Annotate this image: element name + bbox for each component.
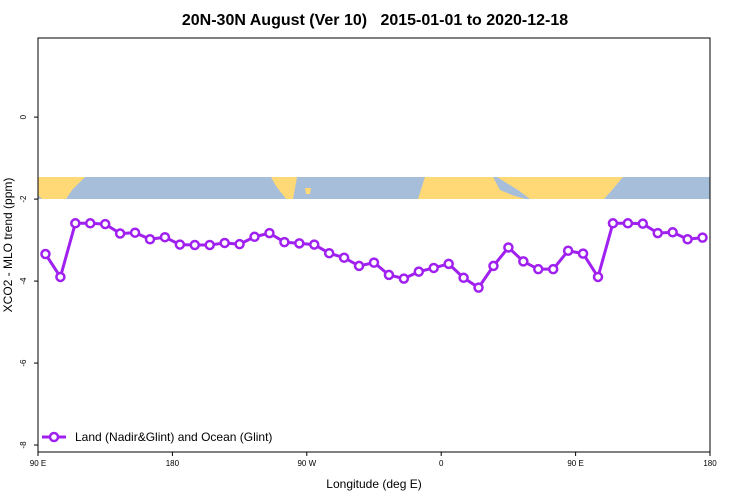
data-point	[398, 273, 410, 284]
data-point	[488, 260, 499, 272]
data-point	[99, 218, 111, 230]
data-point	[85, 218, 96, 229]
chart-title: 20N-30N August (Ver 10) 2015-01-01 to 20…	[182, 12, 568, 29]
data-point	[547, 263, 559, 275]
data-point	[204, 239, 215, 251]
data-point	[607, 218, 619, 229]
data-point	[294, 238, 305, 249]
data-point	[637, 218, 649, 229]
data-point	[383, 269, 395, 281]
x-tick-label: 90 W	[297, 459, 316, 468]
y-tick-label: -2	[19, 195, 28, 203]
series-layer	[40, 218, 708, 293]
data-point	[577, 248, 589, 259]
data-point	[682, 234, 693, 245]
x-tick-label: 90 E	[567, 459, 583, 468]
x-axis: 90 E 180 90 W 0 90 E 180	[30, 452, 717, 468]
legend: Land (Nadir&Glint) and Ocean (Glint)	[42, 430, 272, 444]
data-point	[40, 248, 51, 260]
data-point	[353, 260, 365, 272]
data-point	[503, 242, 514, 253]
data-point	[338, 252, 350, 263]
land-shape	[418, 177, 525, 199]
data-point	[279, 236, 290, 248]
data-point	[473, 282, 484, 293]
data-point	[652, 227, 663, 239]
data-point	[458, 272, 469, 284]
data-point	[264, 227, 275, 239]
land-shape	[497, 177, 623, 199]
data-point	[70, 218, 81, 229]
data-point	[309, 239, 320, 250]
plot-frame	[37, 37, 711, 453]
data-point	[443, 258, 454, 270]
data-point	[55, 271, 66, 283]
land-shape	[271, 177, 297, 199]
data-point	[249, 231, 260, 243]
y-tick-label: 0	[19, 114, 28, 119]
data-point	[368, 257, 380, 268]
data-point	[592, 271, 604, 283]
data-point	[518, 256, 529, 267]
world-map-strip	[38, 177, 710, 199]
data-point	[413, 266, 425, 277]
data-point	[533, 263, 544, 275]
land-shape	[38, 177, 85, 199]
x-tick-label: 0	[439, 459, 444, 468]
data-point	[114, 228, 126, 239]
data-point	[697, 232, 708, 243]
y-tick-label: -8	[19, 441, 28, 449]
data-point	[219, 237, 230, 249]
data-point	[622, 218, 634, 229]
x-axis-label: Longitude (deg E)	[326, 477, 421, 491]
land-shape	[305, 188, 311, 194]
x-tick-label: 90 E	[30, 459, 46, 468]
data-point	[428, 262, 439, 274]
data-point	[323, 247, 335, 259]
legend-label: Land (Nadir&Glint) and Ocean (Glint)	[75, 430, 272, 444]
data-point	[667, 227, 678, 238]
y-tick-label: -4	[19, 277, 28, 285]
legend-marker	[48, 431, 60, 443]
data-point	[159, 231, 171, 243]
series-line	[44, 221, 703, 290]
x-tick-label: 180	[166, 459, 180, 468]
y-axis-label: XCO2 - MLO trend (ppm)	[1, 178, 15, 313]
data-point	[144, 234, 156, 245]
data-point	[234, 238, 245, 250]
data-point	[189, 239, 201, 251]
data-point	[174, 239, 186, 250]
x-tick-label: 180	[703, 459, 717, 468]
data-point	[562, 245, 574, 256]
y-axis: 0 -2 -4 -6 -8	[19, 114, 38, 449]
y-tick-label: -6	[19, 359, 28, 367]
data-point	[129, 227, 141, 238]
